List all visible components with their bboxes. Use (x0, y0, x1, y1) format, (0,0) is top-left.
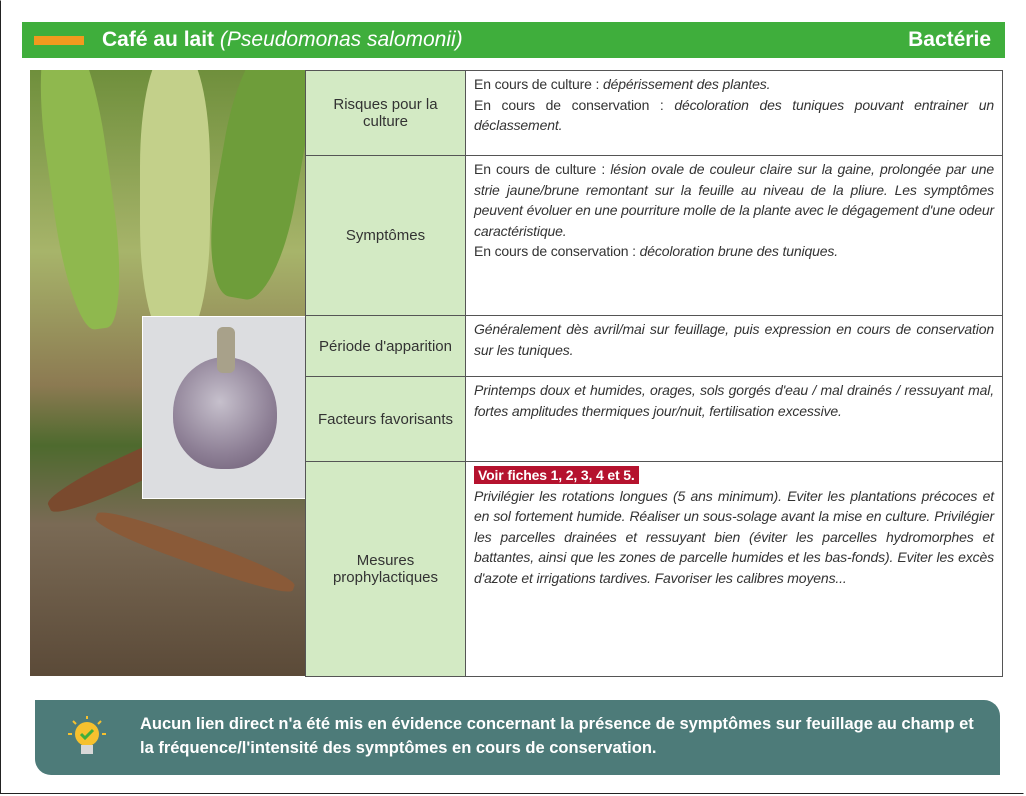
paragraph: Printemps doux et humides, orages, sols … (474, 380, 994, 421)
bulb-photo (142, 316, 305, 499)
text-segment: dépérissement des plantes. (603, 76, 771, 92)
title: Café au lait (Pseudomonas salomonii) (102, 28, 463, 52)
row-label: Mesures prophylactiques (305, 461, 466, 677)
title-text: Café au lait (102, 28, 215, 51)
row-label: Facteurs favorisants (305, 376, 466, 462)
leaf (92, 504, 298, 600)
paragraph: En cours de conservation : décoloration … (474, 95, 994, 136)
header-bar: Café au lait (Pseudomonas salomonii) Bac… (22, 22, 1005, 58)
bulb-neck (217, 327, 235, 373)
row-content: En cours de culture : dépérissement des … (465, 70, 1003, 156)
paragraph: En cours de culture : lésion ovale de co… (474, 159, 994, 241)
paragraph: Généralement dès avril/mai sur feuillage… (474, 319, 994, 360)
table-row: Mesures prophylactiques Voir fiches 1, 2,… (305, 461, 1003, 677)
paragraph: En cours de conservation : décoloration … (474, 241, 994, 262)
text-segment: décoloration des tuniques pouvant entrai… (474, 96, 994, 134)
text-segment: Printemps doux et humides, orages, sols … (474, 382, 994, 419)
row-label: Symptômes (305, 155, 466, 316)
text-segment: Voir fiches 1, 2, 3, 4 et 5. (474, 466, 639, 484)
table-row: Symptômes En cours de culture : lésion ov… (305, 155, 1003, 316)
text-segment: lésion ovale de couleur claire sur la ga… (474, 161, 994, 239)
row-content: Voir fiches 1, 2, 3, 4 et 5. Privilégier … (465, 461, 1003, 677)
tip-text: Aucun lien direct n'a été mis en évidenc… (140, 715, 974, 757)
row-label: Risques pour la culture (305, 70, 466, 156)
leaf (30, 70, 131, 333)
photo (30, 70, 305, 676)
paragraph: Voir fiches 1, 2, 3, 4 et 5. (474, 465, 994, 486)
bulb (173, 357, 277, 469)
table-row: Période d'apparition Généralement dès avr… (305, 315, 1003, 377)
text-segment: décoloration brune des tuniques. (639, 243, 838, 259)
accent (34, 36, 84, 45)
category: Bactérie (908, 28, 991, 51)
text-segment: En cours de culture : (474, 161, 611, 177)
leaf (198, 70, 305, 305)
text-segment: En cours de conservation : (474, 96, 675, 113)
table-row: Facteurs favorisants Printemps doux et hu… (305, 376, 1003, 462)
row-content: En cours de culture : lésion ovale de co… (465, 155, 1003, 316)
tip-box: Aucun lien direct n'a été mis en évidenc… (35, 700, 1000, 775)
bulb-icon (68, 716, 106, 754)
text-segment: En cours de conservation : (474, 243, 640, 259)
text-segment: Généralement dès avril/mai sur feuillage… (474, 321, 994, 358)
row-content: Généralement dès avril/mai sur feuillage… (465, 315, 1003, 377)
text-segment: En cours de culture : (474, 76, 603, 92)
paragraph: En cours de culture : dépérissement des … (474, 74, 994, 95)
paragraph: Privilégier les rotations longues (5 ans… (474, 486, 994, 589)
table-row: Risques pour la culture En cours de cultu… (305, 70, 1003, 156)
leaf (140, 70, 210, 340)
latin-name: (Pseudomonas salomonii) (219, 28, 463, 51)
row-content: Printemps doux et humides, orages, sols … (465, 376, 1003, 462)
row-label: Période d'apparition (305, 315, 466, 377)
info-table: Risques pour la culture En cours de cultu… (305, 70, 1003, 677)
text-segment: Privilégier les rotations longues (5 ans… (474, 487, 994, 586)
